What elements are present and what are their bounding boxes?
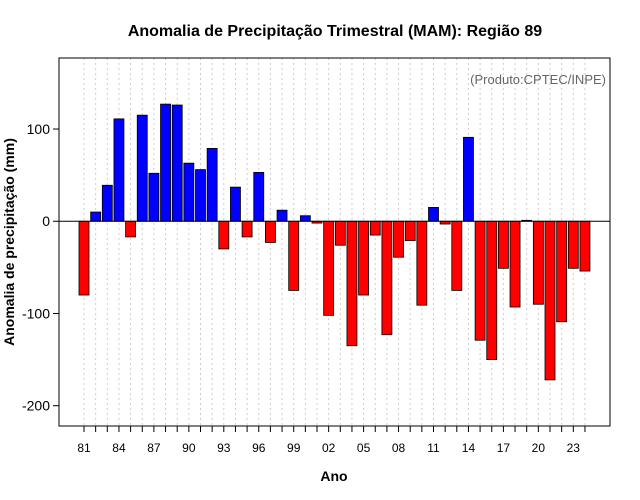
bar-2024 xyxy=(579,220,591,272)
bar-1983 xyxy=(101,184,113,222)
x-tick-label: 20 xyxy=(532,441,546,455)
bar-2005 xyxy=(358,220,370,296)
x-tick-label: 99 xyxy=(287,441,301,455)
y-tick-label: 0 xyxy=(42,213,50,229)
bar-1993 xyxy=(218,220,230,250)
bar-2020 xyxy=(532,220,544,305)
bar-1996 xyxy=(253,171,265,222)
bar-2018 xyxy=(509,220,521,308)
x-axis-label: Ano xyxy=(320,468,347,484)
bar-2008 xyxy=(393,220,404,258)
bar-1984 xyxy=(113,118,125,222)
x-tick-label: 87 xyxy=(147,441,161,455)
source-note: (Produto:CPTEC/INPE) xyxy=(470,72,606,87)
bar-2017 xyxy=(497,220,509,269)
bar-1982 xyxy=(90,211,102,222)
x-tick-label: 14 xyxy=(462,441,476,455)
y-axis: 100 0 -100 -200 xyxy=(22,121,59,414)
bar-2003 xyxy=(334,220,346,246)
bar-2021 xyxy=(544,220,556,381)
bar-2015 xyxy=(474,220,486,341)
bar-1992 xyxy=(206,147,218,222)
x-axis: 81 84 87 90 93 96 99 02 05 08 11 14 17 20 23 xyxy=(77,426,586,455)
bar-1988 xyxy=(160,103,171,222)
bar-2013 xyxy=(451,220,463,291)
bars-layer xyxy=(78,103,591,381)
bar-2002 xyxy=(323,220,335,316)
bar-1991 xyxy=(195,169,206,222)
x-tick-label: 84 xyxy=(112,441,126,455)
bar-1998 xyxy=(276,209,288,222)
x-tick-label: 96 xyxy=(252,441,266,455)
x-tick-label: 02 xyxy=(322,441,336,455)
bar-2007 xyxy=(381,220,393,336)
bar-1987 xyxy=(148,172,160,222)
bar-1995 xyxy=(241,220,253,238)
y-tick-label: 100 xyxy=(27,121,51,137)
bar-2000 xyxy=(299,215,311,222)
y-tick-label: -100 xyxy=(22,305,50,321)
bar-2023 xyxy=(567,220,579,269)
bar-2022 xyxy=(556,220,568,323)
x-tick-label: 90 xyxy=(182,441,196,455)
plot-frame xyxy=(58,57,611,427)
y-axis-label: Anomalia de precipitação (mm) xyxy=(1,138,17,346)
x-tick-label: 23 xyxy=(567,441,581,455)
bar-1981 xyxy=(78,220,90,296)
x-tick-label: 93 xyxy=(217,441,231,455)
x-tick-label: 17 xyxy=(497,441,511,455)
bar-2011 xyxy=(428,207,439,222)
bar-1986 xyxy=(136,114,148,222)
y-tick-label: -200 xyxy=(22,398,50,414)
bar-2014 xyxy=(463,136,474,222)
bar-2004 xyxy=(346,220,358,347)
x-tick-label: 08 xyxy=(392,441,406,455)
grid-layer xyxy=(83,58,586,426)
bar-1997 xyxy=(264,220,276,243)
bar-1985 xyxy=(125,220,136,238)
bar-1989 xyxy=(171,104,183,222)
bar-1994 xyxy=(230,186,241,222)
bar-2016 xyxy=(486,220,498,360)
bar-2010 xyxy=(416,220,428,306)
bar-2009 xyxy=(404,220,416,242)
x-tick-label: 11 xyxy=(427,441,440,455)
chart-title: Anomalia de Precipitação Trimestral (MAM… xyxy=(128,23,542,40)
bar-1990 xyxy=(183,162,195,222)
bar-1999 xyxy=(288,220,300,291)
x-tick-label: 81 xyxy=(77,441,91,455)
bar-2006 xyxy=(369,220,381,236)
x-tick-label: 05 xyxy=(357,441,371,455)
